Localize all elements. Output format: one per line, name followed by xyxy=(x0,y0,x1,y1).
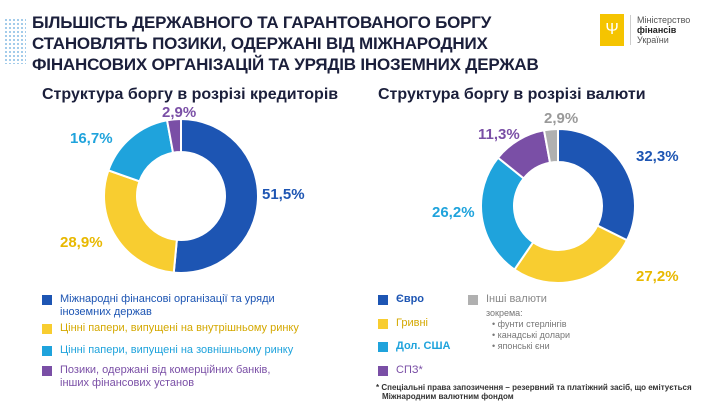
chart-title-creditors: Структура боргу в розрізі кредиторів xyxy=(42,86,339,103)
legend-label: Євро xyxy=(396,293,425,305)
legend-label: Позики, одержані від комерційних банків,… xyxy=(60,364,271,389)
trident-icon: Ψ xyxy=(600,14,624,46)
data-label: 16,7% xyxy=(70,130,113,147)
legend-swatch xyxy=(378,295,388,305)
donut-slice xyxy=(513,224,629,284)
legend-swatch xyxy=(378,319,388,329)
legend-note: зокрема: xyxy=(486,308,523,318)
donut-slice xyxy=(557,127,636,242)
legend-item: Дол. США xyxy=(378,340,450,353)
decorative-dots xyxy=(4,18,26,64)
data-label: 2,9% xyxy=(162,104,197,121)
legend-label: Інші валюти xyxy=(486,293,547,305)
legend-item: СПЗ* xyxy=(378,364,423,377)
title-line: БІЛЬШІСТЬ ДЕРЖАВНОГО ТА ГАРАНТОВАНОГО БО… xyxy=(32,13,492,32)
donut-slice xyxy=(103,169,178,274)
title-line: ФІНАНСОВИХ ОРГАНІЗАЦІЙ ТА УРЯДІВ ІНОЗЕМН… xyxy=(32,55,539,74)
divider xyxy=(630,15,631,45)
logo-text: України xyxy=(637,35,669,45)
data-label: 28,9% xyxy=(60,234,103,251)
legend-swatch xyxy=(378,366,388,376)
logo-text: фінансів xyxy=(637,25,677,35)
legend-swatch xyxy=(468,295,478,305)
ministry-logo: Ψ Міністерство фінансів України xyxy=(600,14,690,46)
legend-item: Гривні xyxy=(378,317,428,330)
legend-swatch xyxy=(42,346,52,356)
legend-swatch xyxy=(42,366,52,376)
legend-label: Дол. США xyxy=(396,340,451,352)
legend-swatch xyxy=(42,295,52,305)
legend-item: Цінні папери, випущені на зовнішньому ри… xyxy=(42,344,293,357)
legend-item: Інші валюти зокрема: • фунти стерлінгів … xyxy=(468,293,570,352)
logo-text: Міністерство xyxy=(637,15,691,25)
data-label: 26,2% xyxy=(432,204,475,221)
legend-note: • фунти стерлінгів xyxy=(492,319,567,329)
donut-slice xyxy=(165,117,182,154)
page-title: БІЛЬШІСТЬ ДЕРЖАВНОГО ТА ГАРАНТОВАНОГО БО… xyxy=(32,12,539,75)
donut-slice xyxy=(542,127,559,164)
chart-title-currency: Структура боргу в розрізі валюти xyxy=(378,86,646,103)
data-label: 2,9% xyxy=(544,110,579,127)
legend-note: • японські єни xyxy=(492,341,550,351)
footnote: * Спеціальні права запозичення – резервн… xyxy=(376,383,692,401)
data-label: 32,3% xyxy=(636,148,679,165)
legend-item: Євро xyxy=(378,293,424,306)
data-label: 27,2% xyxy=(636,268,679,285)
footnote-line: Міжнародним валютним фондом xyxy=(382,392,514,401)
legend-item: Позики, одержані від комерційних банків,… xyxy=(42,364,282,390)
legend-label: Гривні xyxy=(396,317,428,329)
data-label: 11,3% xyxy=(478,126,520,143)
footnote-line: * Спеціальні права запозичення – резервн… xyxy=(376,383,692,392)
legend-label: СПЗ* xyxy=(396,364,423,376)
title-line: СТАНОВЛЯТЬ ПОЗИКИ, ОДЕРЖАНІ ВІД МІЖНАРОД… xyxy=(32,34,488,53)
legend-item: Міжнародні фінансові організації та уряд… xyxy=(42,293,302,319)
legend-item: Цінні папери, випущені на внутрішньому р… xyxy=(42,322,299,335)
legend-note: • канадські долари xyxy=(492,330,570,340)
donut-slice xyxy=(107,119,175,183)
donut-slice xyxy=(172,117,260,274)
legend-swatch xyxy=(378,342,388,352)
legend-label: Цінні папери, випущені на внутрішньому р… xyxy=(60,322,299,334)
data-label: 51,5% xyxy=(262,186,305,203)
legend-label: Цінні папери, випущені на зовнішньому ри… xyxy=(60,344,294,356)
legend-label: Міжнародні фінансові організації та уряд… xyxy=(60,293,275,318)
legend-swatch xyxy=(42,324,52,334)
